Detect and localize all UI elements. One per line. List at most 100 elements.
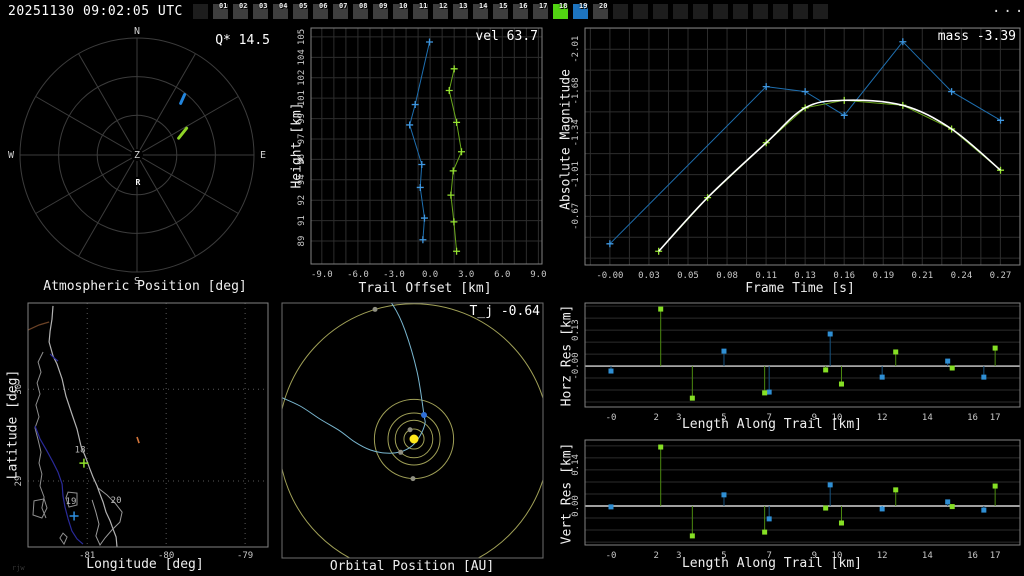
frame-thumbnail[interactable]: 17 xyxy=(533,2,548,19)
frame-thumbnail[interactable] xyxy=(813,4,828,19)
svg-text:92: 92 xyxy=(297,195,307,206)
svg-text:0.14: 0.14 xyxy=(571,454,581,476)
frame-number: 03 xyxy=(259,2,268,10)
svg-text:30: 30 xyxy=(14,384,24,395)
frame-thumbnail[interactable] xyxy=(753,4,768,19)
frame-number: 02 xyxy=(239,2,248,10)
svg-text:99: 99 xyxy=(297,113,307,124)
svg-text:3: 3 xyxy=(676,551,681,561)
svg-text:-0.67: -0.67 xyxy=(571,203,581,230)
svg-text:-80: -80 xyxy=(158,551,174,561)
svg-text:7: 7 xyxy=(766,413,771,423)
frame-number: 18 xyxy=(559,2,568,10)
frame-thumbnail[interactable] xyxy=(733,4,748,19)
frame-thumbnail[interactable]: 19 xyxy=(573,2,588,19)
svg-text:91: 91 xyxy=(297,215,307,226)
watermark: rjw xyxy=(12,564,25,572)
frame-thumbnail[interactable] xyxy=(773,4,788,19)
svg-text:17: 17 xyxy=(990,413,1001,423)
frame-number: 14 xyxy=(479,2,488,10)
svg-text:6.0: 6.0 xyxy=(494,270,510,280)
frame-number: 19 xyxy=(579,2,588,10)
frame-thumbnail[interactable]: 13 xyxy=(453,2,468,19)
frame-thumbnail[interactable]: 06 xyxy=(313,2,328,19)
svg-text:3.0: 3.0 xyxy=(458,270,474,280)
frame-thumbnail[interactable]: 15 xyxy=(493,2,508,19)
frame-thumbnail[interactable]: 01 xyxy=(213,2,228,19)
svg-text:10: 10 xyxy=(832,413,843,423)
frame-thumbnail[interactable] xyxy=(613,4,628,19)
svg-text:20: 20 xyxy=(111,496,122,506)
frame-number: 04 xyxy=(279,2,288,10)
velocity-label: vel 63.7 xyxy=(475,29,538,44)
frame-number: 06 xyxy=(319,2,328,10)
svg-text:0.00: 0.00 xyxy=(571,495,581,517)
frame-number: 13 xyxy=(459,2,468,10)
frame-number: 16 xyxy=(519,2,528,10)
vert-res-ylabel: Vert Res [km] xyxy=(559,442,575,545)
frame-thumbnail[interactable]: 10 xyxy=(393,2,408,19)
svg-text:S: S xyxy=(134,276,140,287)
light-curve-plot: -0.00 0.03 0.05 0.08 0.11 0.13 0.16 0.19 0.21 0.2… xyxy=(571,27,1021,281)
svg-text:12: 12 xyxy=(877,413,888,423)
height-ylabel: Height [km] xyxy=(289,102,305,189)
orbital-plot-title: Orbital Position [AU] xyxy=(329,559,495,574)
svg-text:-1.01: -1.01 xyxy=(571,161,581,188)
frame-thumbnail[interactable] xyxy=(713,4,728,19)
svg-text:0.27: 0.27 xyxy=(990,271,1012,281)
frame-thumbnail[interactable]: 02 xyxy=(233,2,248,19)
svg-text:E: E xyxy=(260,150,266,161)
svg-text:0.13: 0.13 xyxy=(571,319,581,341)
frame-thumbnail[interactable] xyxy=(673,4,688,19)
atmospheric-plot-title: Atmospheric Position [deg] xyxy=(43,279,247,294)
svg-text:10: 10 xyxy=(832,551,843,561)
frame-thumbnail[interactable]: 18 xyxy=(553,2,568,19)
svg-text:0.0: 0.0 xyxy=(422,270,438,280)
frame-number: 20 xyxy=(599,2,608,10)
frame-thumbnail[interactable]: 11 xyxy=(413,2,428,19)
svg-text:5: 5 xyxy=(721,551,726,561)
svg-text:Z: Z xyxy=(134,150,140,161)
orbital-position-plot xyxy=(281,302,544,559)
atmospheric-position-plot: N S W E Z R xyxy=(8,26,266,287)
frame-thumbnail[interactable] xyxy=(693,4,708,19)
frame-strip: 20251130 09:02:05 UTC ... 01 02 03 04 05 06 07… xyxy=(0,0,1024,24)
svg-text:102: 102 xyxy=(297,70,307,86)
svg-text:N: N xyxy=(134,26,140,37)
frame-thumbnail[interactable]: 20 xyxy=(593,2,608,19)
frame-thumbnail[interactable] xyxy=(193,4,208,19)
svg-text:0.05: 0.05 xyxy=(677,271,699,281)
svg-text:W: W xyxy=(8,150,15,161)
frame-thumbnail[interactable]: 09 xyxy=(373,2,388,19)
overflow-menu[interactable]: ... xyxy=(992,0,1024,16)
svg-text:-0: -0 xyxy=(606,551,617,561)
svg-text:9: 9 xyxy=(812,413,817,423)
svg-text:-9.0: -9.0 xyxy=(311,270,333,280)
latitude-ylabel: Latitude [deg] xyxy=(5,369,21,480)
svg-text:12: 12 xyxy=(877,551,888,561)
frame-thumbnail[interactable]: 03 xyxy=(253,2,268,19)
svg-text:5: 5 xyxy=(721,413,726,423)
svg-text:17: 17 xyxy=(990,551,1001,561)
svg-text:0.19: 0.19 xyxy=(873,271,895,281)
frame-thumbnail[interactable] xyxy=(793,4,808,19)
frame-thumbnail[interactable]: 04 xyxy=(273,2,288,19)
svg-text:0.11: 0.11 xyxy=(755,271,777,281)
svg-text:0.21: 0.21 xyxy=(911,271,933,281)
frame-thumbnail[interactable] xyxy=(653,4,668,19)
svg-text:7: 7 xyxy=(766,551,771,561)
frame-thumbnail[interactable]: 05 xyxy=(293,2,308,19)
svg-text:14: 14 xyxy=(922,413,933,423)
frame-thumbnail[interactable]: 14 xyxy=(473,2,488,19)
frame-thumbnail[interactable] xyxy=(633,4,648,19)
frame-thumbnail[interactable]: 08 xyxy=(353,2,368,19)
frame-thumbnail[interactable]: 16 xyxy=(513,2,528,19)
frame-thumbnail[interactable]: 07 xyxy=(333,2,348,19)
svg-text:3: 3 xyxy=(676,413,681,423)
svg-text:104: 104 xyxy=(297,49,307,65)
svg-text:9: 9 xyxy=(812,551,817,561)
svg-text:16: 16 xyxy=(967,413,978,423)
frame-thumbnail[interactable]: 12 xyxy=(433,2,448,19)
frame-number: 09 xyxy=(379,2,388,10)
frame-number: 12 xyxy=(439,2,448,10)
